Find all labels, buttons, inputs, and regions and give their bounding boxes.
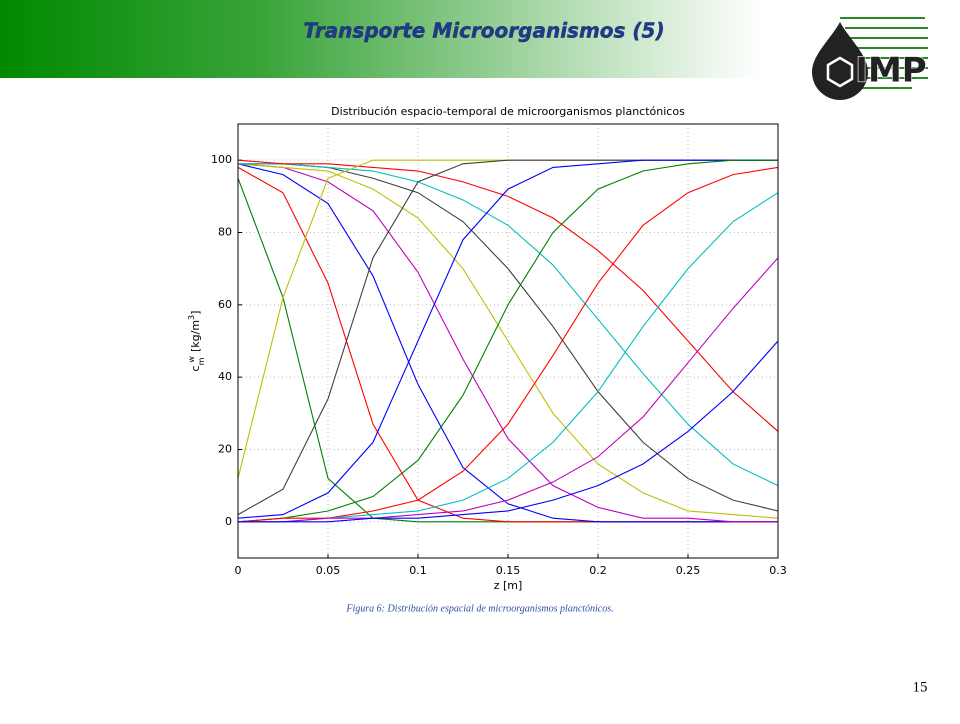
header-band	[0, 0, 760, 78]
y-axis-label-part: [kg/m	[189, 320, 202, 352]
series-line	[238, 159, 778, 519]
series-line	[238, 163, 778, 487]
page-number: 15	[913, 679, 928, 695]
series-line	[238, 159, 778, 432]
slide-title: Transporte Microorganismos (5)	[303, 19, 664, 43]
series-line	[238, 340, 778, 523]
y-axis-label-part: 3	[187, 315, 196, 320]
y-axis-label-part: c	[189, 365, 202, 371]
series-line	[238, 163, 778, 523]
x-tick-label: 0	[235, 564, 242, 577]
y-axis-label-part: m	[197, 357, 206, 365]
series-line	[238, 159, 778, 523]
chart-title: Distribución espacio-temporal de microor…	[331, 105, 685, 118]
x-tick-label: 0.1	[409, 564, 427, 577]
series-line	[238, 163, 778, 523]
y-axis-label: cmw [kg/m3]	[187, 311, 206, 372]
logo: IMP	[812, 17, 928, 100]
y-tick-label: 0	[225, 515, 232, 528]
y-tick-label: 40	[218, 370, 232, 383]
x-axis-label: z [m]	[494, 579, 523, 592]
plot-frame	[237, 123, 779, 559]
series-line	[238, 257, 778, 523]
logo-text: IMP	[855, 51, 926, 91]
y-tick-label: 100	[211, 153, 232, 166]
y-tick-label: 80	[218, 226, 232, 239]
series-line	[238, 163, 778, 519]
x-tick-label: 0.05	[316, 564, 341, 577]
x-tick-label: 0.3	[769, 564, 787, 577]
y-tick-label: 60	[218, 298, 232, 311]
y-axis-label-part: ]	[189, 311, 202, 315]
x-tick-label: 0.25	[676, 564, 701, 577]
y-tick-label: 20	[218, 443, 232, 456]
y-axis-label-part: w	[187, 356, 196, 363]
figure-caption: Figura 6: Distribución espacial de micro…	[345, 603, 613, 614]
x-tick-label: 0.2	[589, 564, 607, 577]
x-tick-label: 0.15	[496, 564, 521, 577]
